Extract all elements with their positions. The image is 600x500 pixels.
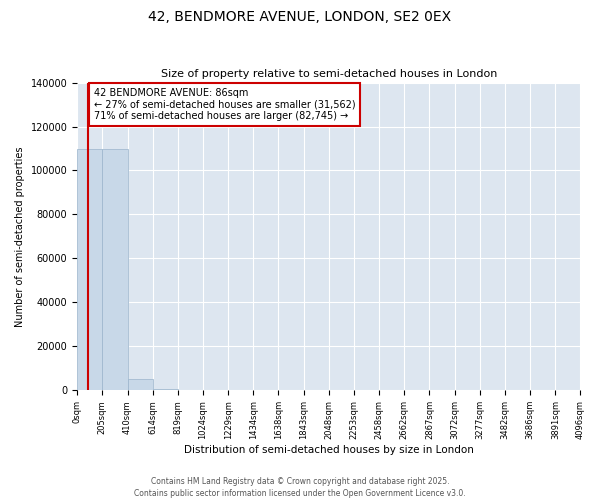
Text: Contains HM Land Registry data © Crown copyright and database right 2025.
Contai: Contains HM Land Registry data © Crown c… xyxy=(134,476,466,498)
Bar xyxy=(128,380,152,390)
Bar xyxy=(103,148,128,390)
Text: 42, BENDMORE AVENUE, LONDON, SE2 0EX: 42, BENDMORE AVENUE, LONDON, SE2 0EX xyxy=(148,10,452,24)
Bar xyxy=(152,388,178,390)
Y-axis label: Number of semi-detached properties: Number of semi-detached properties xyxy=(15,146,25,326)
X-axis label: Distribution of semi-detached houses by size in London: Distribution of semi-detached houses by … xyxy=(184,445,474,455)
Text: 42 BENDMORE AVENUE: 86sqm
← 27% of semi-detached houses are smaller (31,562)
71%: 42 BENDMORE AVENUE: 86sqm ← 27% of semi-… xyxy=(94,88,355,122)
Title: Size of property relative to semi-detached houses in London: Size of property relative to semi-detach… xyxy=(161,69,497,79)
Bar xyxy=(77,148,103,390)
